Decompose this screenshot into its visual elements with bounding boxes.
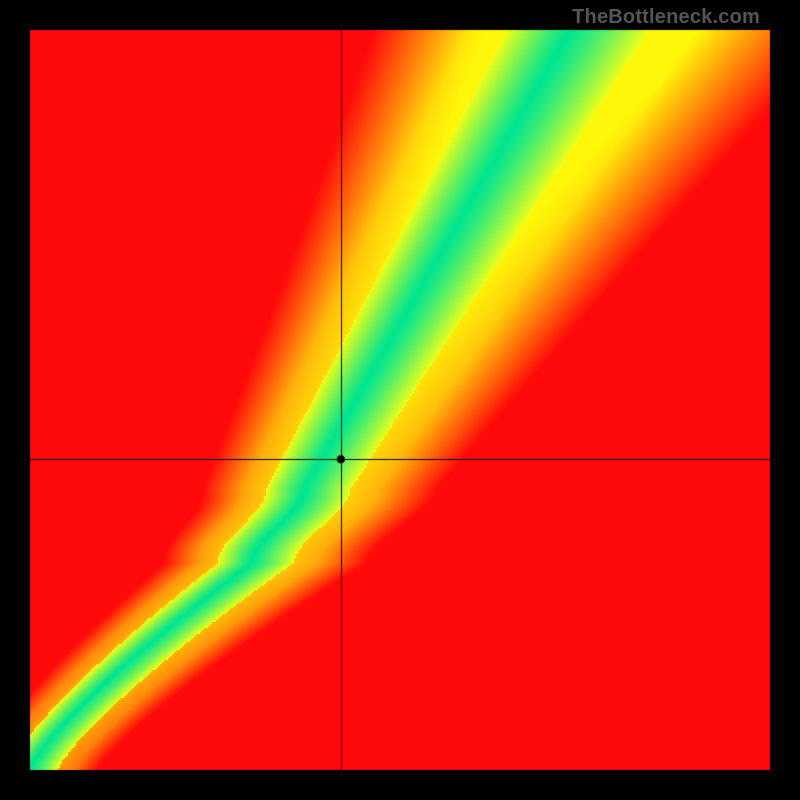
- watermark-text: TheBottleneck.com: [572, 6, 760, 29]
- bottleneck-heatmap: [0, 0, 800, 800]
